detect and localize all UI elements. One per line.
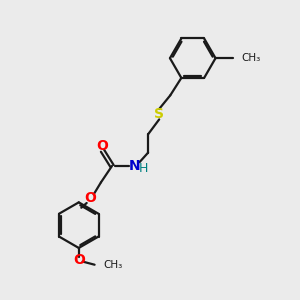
Text: CH₃: CH₃ xyxy=(103,260,123,270)
Text: N: N xyxy=(129,159,141,173)
Text: O: O xyxy=(97,139,108,153)
Text: H: H xyxy=(139,162,148,175)
Text: O: O xyxy=(84,191,96,205)
Text: S: S xyxy=(154,107,164,121)
Text: CH₃: CH₃ xyxy=(242,53,261,63)
Text: O: O xyxy=(73,253,85,267)
